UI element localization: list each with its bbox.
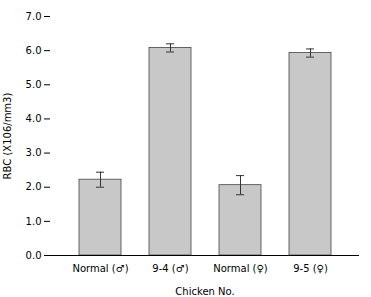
svg-text:0.0: 0.0 xyxy=(26,250,42,261)
svg-text:Normal (♀): Normal (♀) xyxy=(213,263,268,274)
svg-text:RBC (X106/mm3): RBC (X106/mm3) xyxy=(2,93,13,180)
svg-text:Normal (♂): Normal (♂) xyxy=(72,263,128,274)
svg-text:4.0: 4.0 xyxy=(26,113,42,124)
svg-text:6.0: 6.0 xyxy=(26,45,42,56)
svg-text:1.0: 1.0 xyxy=(26,216,42,227)
svg-text:7.0: 7.0 xyxy=(26,11,42,22)
svg-text:3.0: 3.0 xyxy=(26,147,42,158)
svg-text:9-4 (♂): 9-4 (♂) xyxy=(152,263,188,274)
svg-text:2.0: 2.0 xyxy=(26,181,42,192)
svg-text:Chicken No.: Chicken No. xyxy=(175,286,234,297)
svg-text:9-5 (♀): 9-5 (♀) xyxy=(293,263,328,274)
svg-text:5.0: 5.0 xyxy=(26,79,42,90)
